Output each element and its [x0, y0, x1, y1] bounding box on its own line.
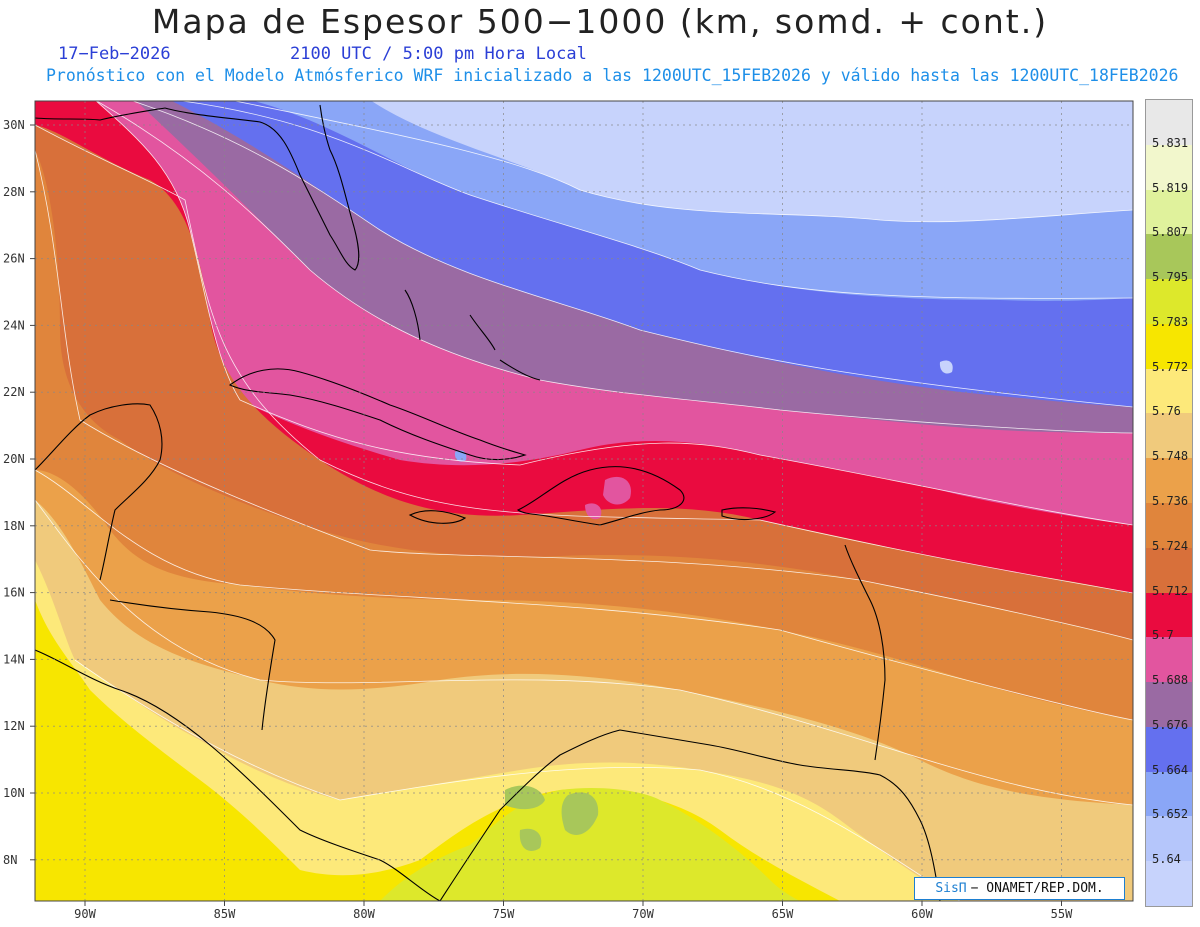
colorbar-segment	[1146, 458, 1192, 504]
cuba	[228, 368, 527, 461]
lat-label: 10N	[3, 786, 25, 800]
cell-5688	[603, 476, 631, 505]
lat-label: 24N	[3, 318, 25, 332]
florida-coast	[164, 104, 360, 271]
colorbar-segment	[1146, 503, 1192, 549]
jamaica	[408, 510, 467, 524]
colorbar-label: 5.807	[1152, 225, 1189, 240]
central-america	[35, 649, 441, 901]
colorbar-label: 5.831	[1152, 135, 1189, 150]
yucatan	[35, 403, 163, 581]
colorbar-segment	[1146, 861, 1192, 907]
colorbar-segment	[1146, 592, 1192, 638]
lat-label: 14N	[3, 652, 25, 666]
lat-label: 26N	[3, 252, 25, 266]
colorbar-segment	[1146, 637, 1192, 683]
lat-label: 28N	[3, 185, 25, 199]
credit-text: − ONAMET/REP.DOM.	[970, 881, 1104, 896]
colorbar-label: 5.688	[1152, 673, 1189, 688]
colorbar-label: 5.795	[1152, 270, 1189, 285]
lat-label: 30N	[3, 118, 25, 132]
lon-label: 80W	[353, 907, 375, 921]
colorbar-label: 5.64	[1152, 852, 1181, 867]
map-title: Mapa de Espesor 500−1000 (km, somd. + co…	[151, 2, 1049, 41]
forecast-time: 2100 UTC / 5:00 pm Hora Local	[290, 44, 587, 64]
lat-label: 18N	[3, 519, 25, 533]
band-5760	[35, 560, 960, 901]
colorbar-segment	[1146, 144, 1192, 191]
colorbar-label: 5.819	[1152, 180, 1189, 195]
colorbar-segment	[1146, 682, 1192, 728]
colorbar-label: 5.664	[1152, 762, 1189, 777]
colorbar-segment	[1146, 413, 1192, 459]
lat-label: 16N	[3, 586, 25, 600]
colorbar	[1145, 99, 1193, 907]
colorbar-label: 5.748	[1152, 449, 1189, 464]
lat-label: 22N	[3, 385, 25, 399]
antilles	[844, 544, 886, 761]
colorbar-segment	[1146, 726, 1192, 773]
graticule	[35, 101, 1133, 901]
forecast-date: 17−Feb−2026	[58, 44, 171, 64]
bahamas-3	[499, 359, 541, 381]
contour-lines	[35, 101, 1133, 901]
credit-box: SisΠ − ONAMET/REP.DOM.	[914, 877, 1125, 900]
colorbar-segment	[1146, 189, 1192, 235]
puerto-rico	[721, 507, 777, 521]
colorbar-segment	[1146, 547, 1192, 594]
lon-label: 75W	[493, 907, 515, 921]
band-5795-a	[505, 785, 545, 810]
cell-5688b	[585, 503, 602, 520]
bahamas-2	[469, 314, 496, 351]
lon-label: 90W	[74, 907, 96, 921]
forecast-info: Pronóstico con el Modelo Atmósferico WRF…	[46, 66, 1179, 85]
colorbar-label: 5.676	[1152, 717, 1189, 732]
plot-frame	[34, 100, 1134, 902]
lon-labels: 90W 85W 80W 75W 70W 65W 60W 55W	[74, 901, 1073, 921]
sispi-logo: SisΠ	[935, 881, 967, 896]
band-5795-c	[519, 828, 542, 851]
colorbar-label: 5.736	[1152, 494, 1189, 508]
lon-label: 70W	[632, 907, 654, 921]
colorbar-segment	[1146, 100, 1192, 146]
bahamas-1	[404, 289, 421, 341]
lat-labels: 30N 28N 26N 24N 22N 20N 18N 16N 14N 12N 10N 8N	[3, 118, 35, 867]
lon-label: 65W	[772, 907, 794, 921]
hispaniola	[516, 466, 685, 526]
thickness-bands	[35, 101, 1133, 901]
lon-label: 85W	[214, 907, 236, 921]
coastlines	[35, 104, 941, 901]
cell-5640b	[931, 185, 947, 200]
colorbar-segment	[1146, 234, 1192, 280]
colorbar-label: 5.712	[1152, 583, 1189, 598]
lon-label: 60W	[911, 907, 933, 921]
colorbar-label: 5.7	[1152, 628, 1174, 643]
honduras-coast	[109, 599, 276, 731]
colorbar-segment	[1146, 368, 1192, 414]
colorbar-label: 5.724	[1152, 538, 1189, 553]
colorbar-segment	[1146, 279, 1192, 325]
band-5783	[380, 788, 800, 901]
colorbar-label: 5.652	[1152, 807, 1189, 822]
south-america	[439, 729, 941, 901]
lat-label: 20N	[3, 452, 25, 466]
cell-5640	[939, 360, 953, 374]
colorbar-label: 5.772	[1152, 359, 1189, 374]
gulf-coast	[35, 107, 166, 121]
colorbar-segment	[1146, 323, 1192, 370]
colorbar-segment	[1146, 771, 1192, 817]
band-5795-b	[561, 792, 599, 835]
colorbar-label: 5.783	[1152, 314, 1189, 329]
lat-label: 12N	[3, 719, 25, 733]
lon-label: 55W	[1051, 907, 1073, 921]
lat-label: 8N	[3, 853, 17, 867]
colorbar-label: 5.76	[1152, 404, 1181, 419]
colorbar-segment	[1146, 816, 1192, 862]
